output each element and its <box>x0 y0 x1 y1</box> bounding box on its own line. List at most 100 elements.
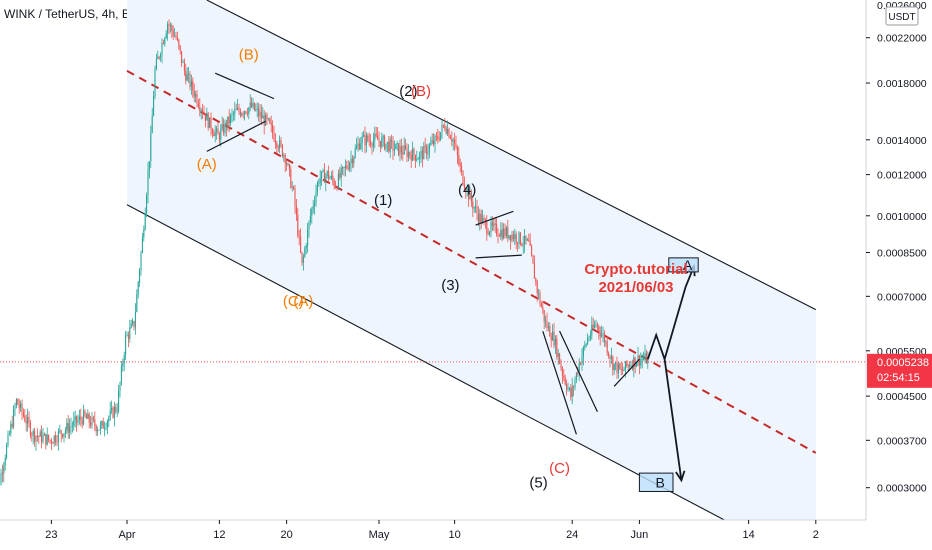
candle-body <box>511 234 513 241</box>
candle-body <box>108 417 110 422</box>
candle-body <box>550 336 552 341</box>
candle-body <box>35 436 37 442</box>
candle-body <box>1 472 3 474</box>
candle-body <box>601 334 603 337</box>
candle-body <box>272 124 274 133</box>
candle-body <box>242 113 244 115</box>
candle-body <box>197 103 199 107</box>
candle-body <box>644 353 646 360</box>
candle-body <box>553 331 555 346</box>
candle-body <box>596 324 598 326</box>
candle-body <box>647 356 649 364</box>
candle-body <box>0 472 2 485</box>
candle-body <box>169 25 171 27</box>
candle-body <box>43 433 45 436</box>
candle-body <box>582 347 584 357</box>
candle-body <box>25 421 27 424</box>
candle-body <box>87 413 89 419</box>
candle-body <box>241 113 243 116</box>
candle-body <box>209 117 211 128</box>
candle-body <box>452 139 454 142</box>
y-tick-label: 0.0018000 <box>877 78 927 90</box>
candle-body <box>274 140 276 143</box>
candle-body <box>118 391 120 412</box>
candle-body <box>84 410 86 416</box>
candle-body <box>484 219 486 223</box>
candle-body <box>433 140 435 145</box>
candle-body <box>622 369 624 371</box>
candle-body <box>521 243 523 246</box>
candle-body <box>319 178 321 183</box>
candle-body <box>146 195 148 214</box>
candle-body <box>224 122 226 134</box>
y-tick-label: 0.0007000 <box>877 291 927 303</box>
candle-body <box>139 270 141 283</box>
candle-body <box>263 115 265 126</box>
candle-body <box>374 133 376 141</box>
candle-body <box>508 235 510 239</box>
candle-body <box>57 431 59 443</box>
candle-body <box>211 130 213 134</box>
candle-body <box>378 139 380 142</box>
candle-body <box>392 141 394 151</box>
candle-body <box>227 116 229 128</box>
candle-body <box>375 133 377 136</box>
candle-body <box>431 140 433 144</box>
candle-body <box>501 229 503 239</box>
candle-body <box>424 145 426 147</box>
candle-body <box>6 445 8 459</box>
candle-body <box>531 245 533 256</box>
y-tick-label: 0.0008500 <box>877 247 927 259</box>
candle-body <box>358 143 360 150</box>
candle-body <box>267 118 269 120</box>
candle-body <box>587 338 589 345</box>
x-axis-panel <box>0 520 932 550</box>
candle-body <box>258 108 260 117</box>
candle-body <box>309 215 311 222</box>
candle-body <box>73 419 75 426</box>
candle-body <box>223 124 225 134</box>
candle-body <box>193 90 195 97</box>
candle-body <box>591 324 593 336</box>
candle-body <box>539 292 541 304</box>
candle-body <box>21 403 23 413</box>
wave-label: (A) <box>197 156 217 173</box>
candle-body <box>554 338 556 346</box>
candle-body <box>62 434 64 438</box>
candle-body <box>120 366 122 383</box>
candle-body <box>549 326 551 337</box>
candle-body <box>445 128 447 134</box>
candle-body <box>171 25 173 31</box>
candle-body <box>475 206 477 208</box>
candle-body <box>633 357 635 369</box>
target-box-b <box>638 472 674 492</box>
candle-body <box>321 171 323 179</box>
candle-body <box>31 435 33 437</box>
candle-body <box>522 244 524 246</box>
candle-body <box>210 117 212 131</box>
channel-fill <box>127 0 816 550</box>
candle-body <box>188 73 190 75</box>
candle-body <box>22 412 24 416</box>
currency-badge-label: USDT <box>888 12 915 23</box>
candle-body <box>251 102 253 107</box>
candle-body <box>60 430 62 435</box>
candle-body <box>234 109 236 114</box>
candle-body <box>262 115 264 119</box>
wave-label: (C) <box>549 460 570 477</box>
candle-body <box>325 175 327 183</box>
x-tick-label: 14 <box>742 529 754 541</box>
candle-body <box>239 111 241 116</box>
candle-body <box>365 135 367 146</box>
candle-body <box>20 403 22 408</box>
watermark-line1: Crypto.tutorial <box>584 261 687 278</box>
candle-body <box>112 407 114 418</box>
candle-body <box>312 206 314 209</box>
candle-body <box>626 361 628 366</box>
y-tick-label: 0.0003000 <box>877 483 927 495</box>
candle-body <box>55 435 57 442</box>
candle-body <box>178 39 180 46</box>
trendline <box>206 120 266 152</box>
candle-body <box>66 422 68 431</box>
